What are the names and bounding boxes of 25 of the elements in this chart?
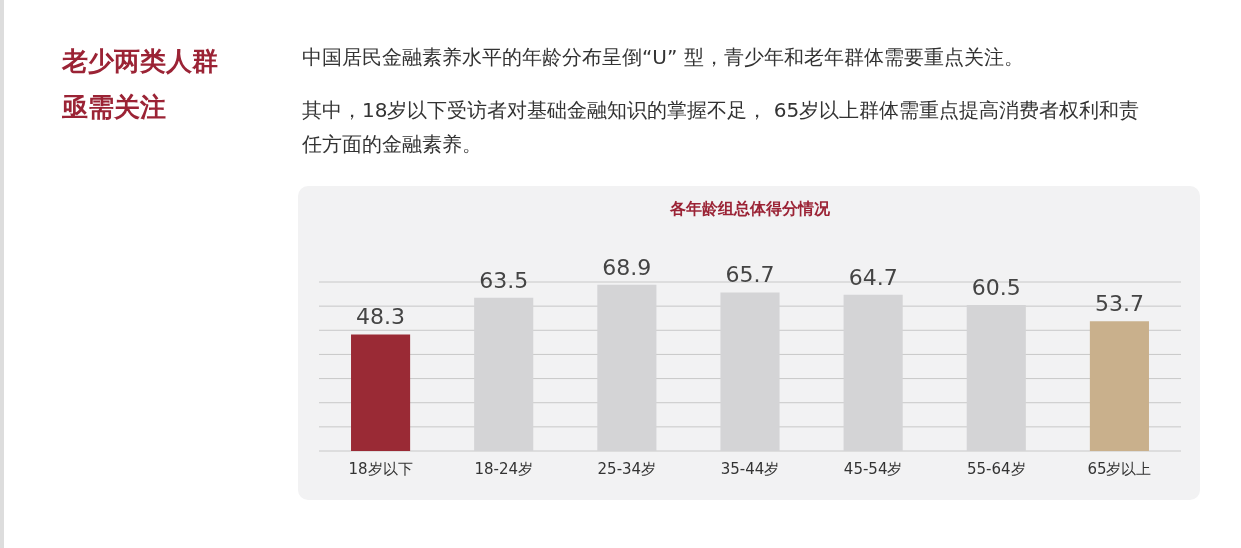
chart-title: 各年龄组总体得分情况 xyxy=(669,198,831,218)
x-tick-label: 18-24岁 xyxy=(474,459,534,478)
data-label: 65.7 xyxy=(725,262,775,288)
bar xyxy=(966,304,1026,451)
bar xyxy=(597,284,657,451)
bar xyxy=(720,292,780,451)
data-label: 64.7 xyxy=(848,264,898,290)
bar xyxy=(351,334,411,451)
x-tick-label: 65岁以上 xyxy=(1087,459,1152,478)
data-label: 63.5 xyxy=(479,267,529,293)
bar xyxy=(1089,321,1149,451)
x-tick-label: 45-54岁 xyxy=(843,459,903,478)
data-label: 53.7 xyxy=(1094,291,1144,317)
bar xyxy=(474,297,534,451)
data-label: 68.9 xyxy=(602,254,652,280)
bar xyxy=(843,294,903,451)
data-label: 60.5 xyxy=(971,274,1021,300)
data-label: 48.3 xyxy=(356,304,406,330)
text: 老少两类人群亟需关注 xyxy=(62,45,219,124)
text: 其中，18岁以下受访者对基础金融知识的掌握不足， 65岁以上群体需重点提高消费者权利和责任方面的金融素养。 xyxy=(302,97,1141,158)
text: 中国居民金融素养水平的年龄分布呈倒“U” 型，青少年和老年群体需要重点关注。 xyxy=(302,44,1025,71)
x-tick-label: 18岁以下 xyxy=(348,459,413,478)
x-tick-label: 55-64岁 xyxy=(966,459,1026,478)
x-tick-label: 35-44岁 xyxy=(720,459,780,478)
x-tick-label: 25-34岁 xyxy=(597,459,657,478)
